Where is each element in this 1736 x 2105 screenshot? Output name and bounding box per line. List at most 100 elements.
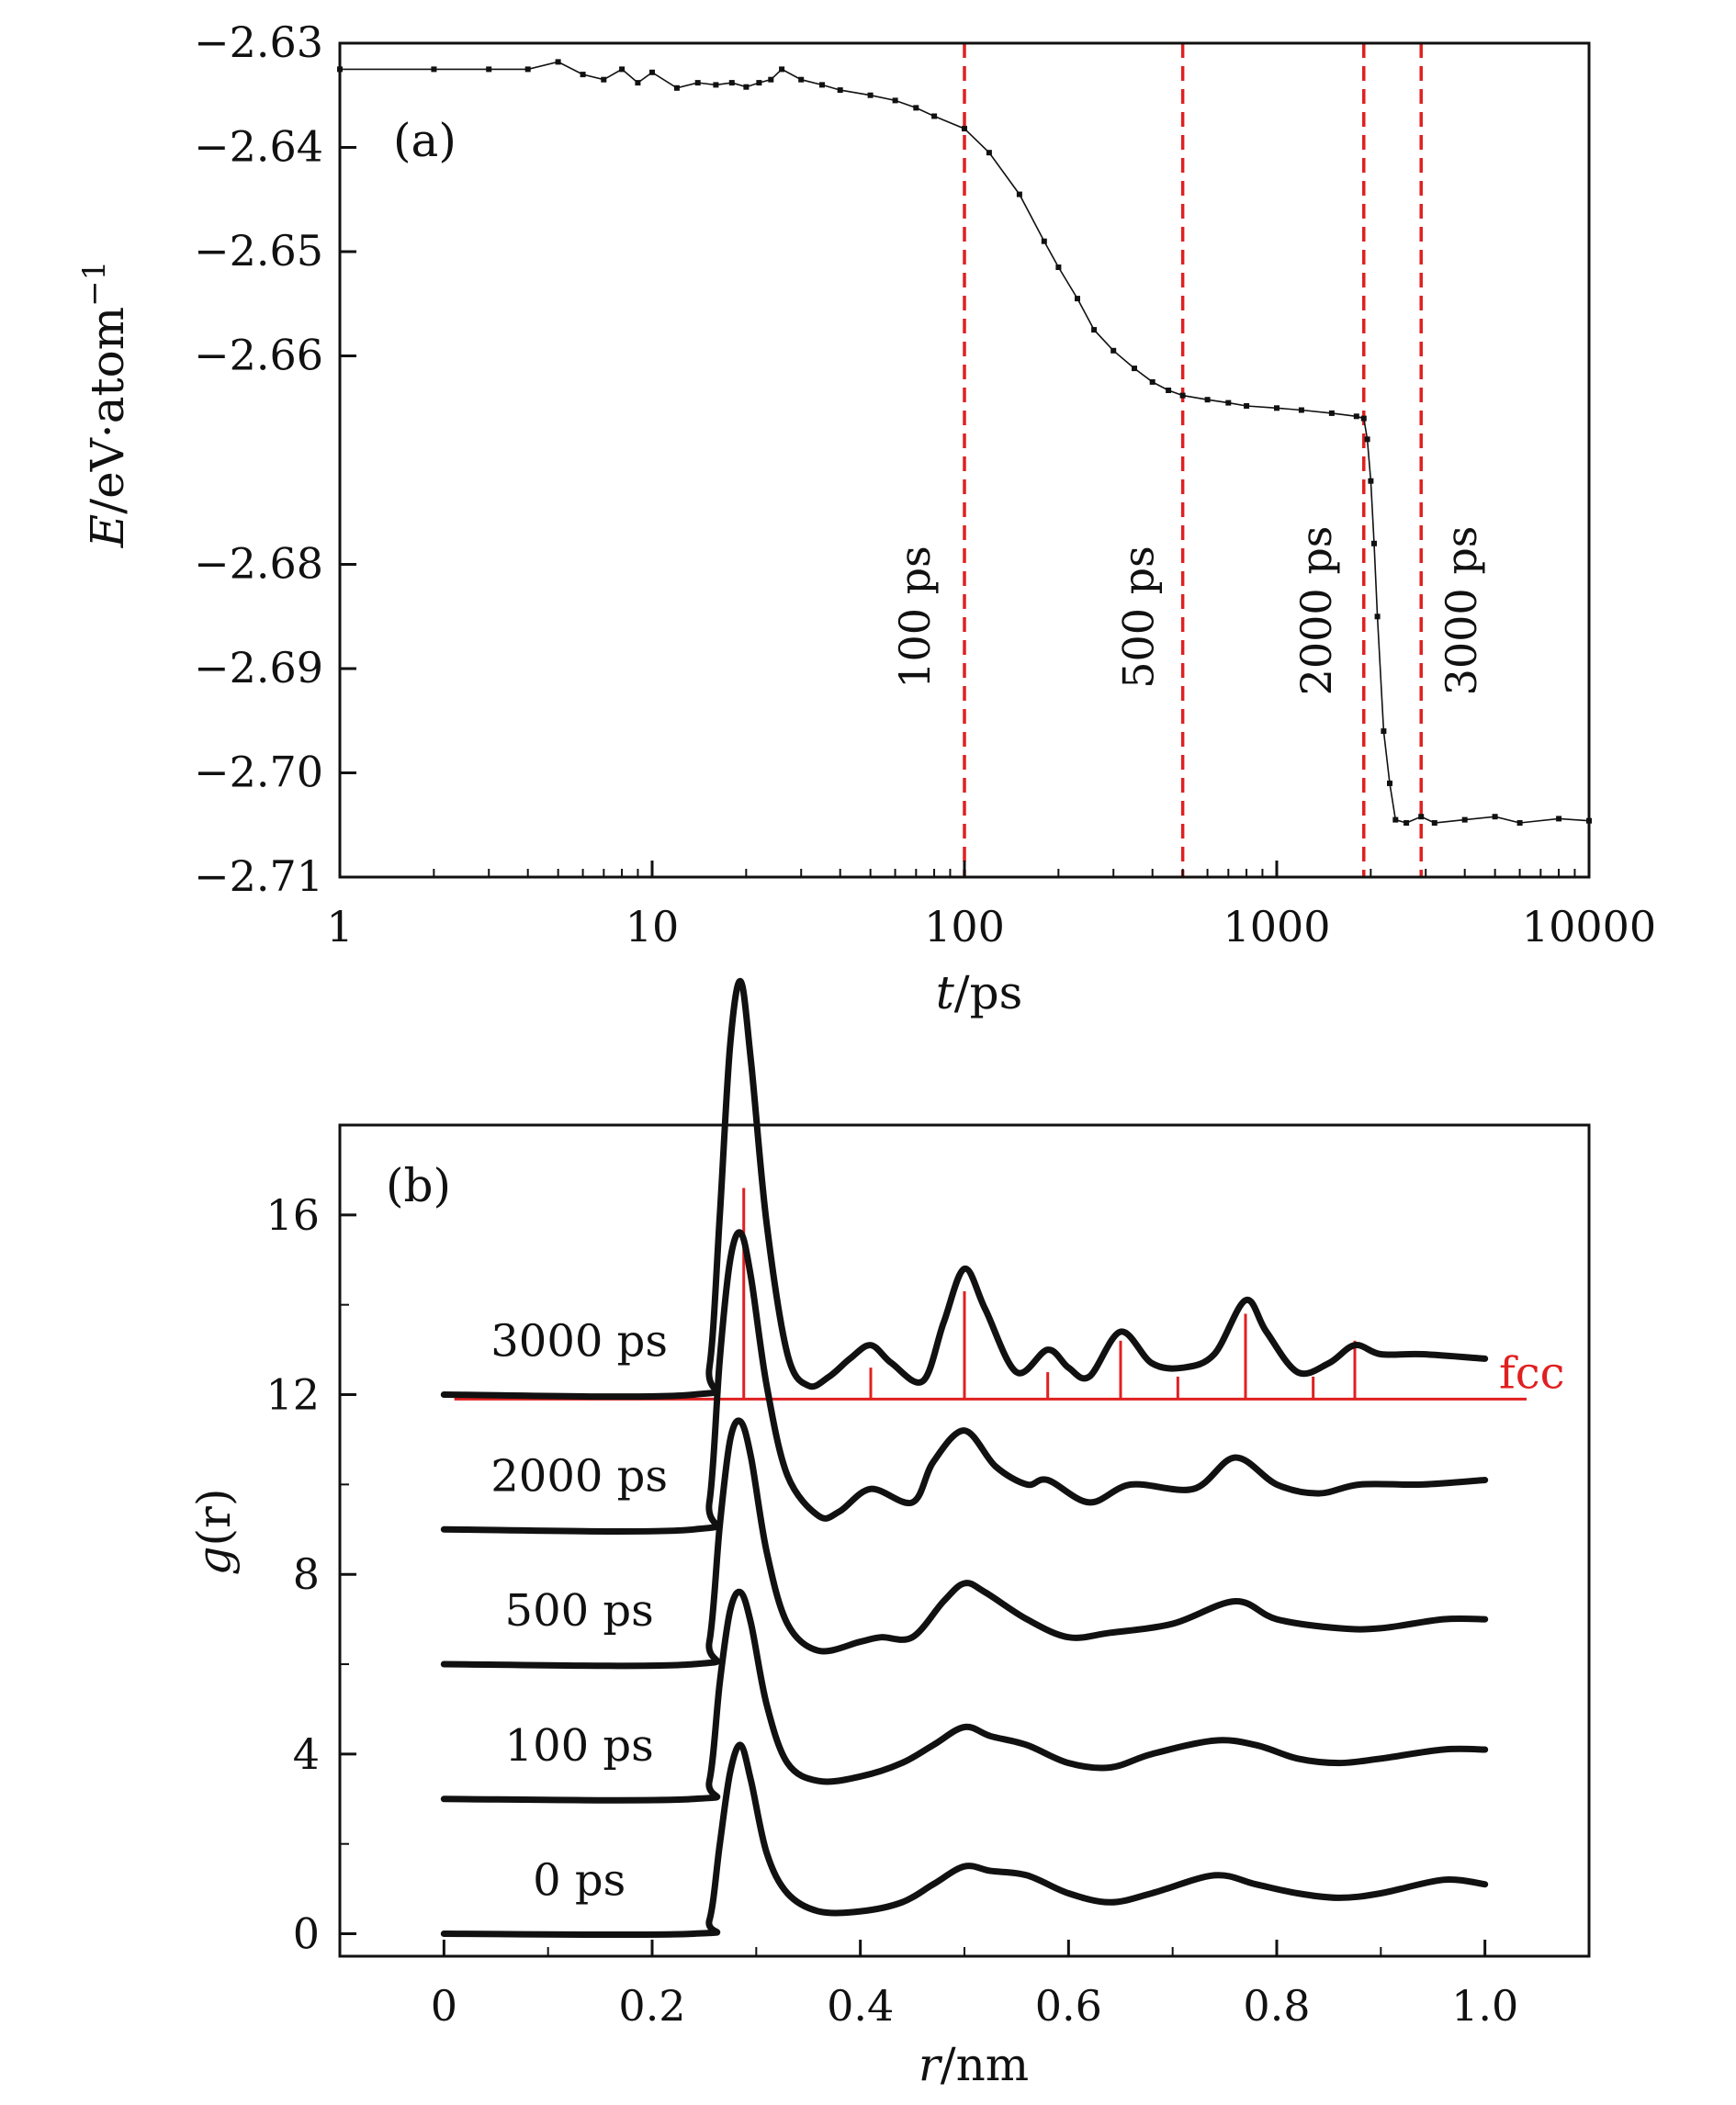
y-tick-label: 16 [265,1190,320,1240]
y-axis-var: g [187,1546,241,1575]
energy-data-point [1091,327,1098,333]
energy-data-point [713,82,719,88]
energy-data-point [486,66,492,73]
energy-data-point [673,84,680,91]
energy-data-point [1492,814,1498,820]
x-axis-var: r [919,2038,943,2091]
x-axis-unit: /nm [941,2038,1029,2091]
energy-data-point [1360,415,1367,422]
energy-data-point [798,76,805,83]
energy-data-point [1556,816,1562,822]
energy-data-point [1374,613,1381,620]
gr-curves [440,977,1489,1939]
panel-label: (b) [386,1159,451,1212]
gr-curve [440,1741,1489,1939]
energy-data-point [1403,820,1410,826]
energy-data-point [1392,816,1399,823]
energy-data-point [1016,191,1022,197]
y-tick-label: −2.66 [194,331,323,380]
energy-data-point [1461,816,1468,823]
energy-data-point [1132,366,1137,372]
x-tick-label: 0.2 [618,1981,685,2031]
y-axis-ticks: −2.63 −2.64 −2.65 −2.66 −2.68 −2.69 −2.70 −2.71 [194,17,356,901]
x-tick-label: 0.6 [1035,1981,1102,2031]
y-tick-label: −2.64 [194,122,323,172]
gr-curve [440,1588,1489,1804]
y-axis-title: g(r) [187,1489,241,1576]
y-tick-label: 12 [265,1370,320,1420]
plot-frame [338,1123,1591,1958]
energy-data-point [867,92,874,98]
gr-curve-label: 2000 ps [490,1450,668,1502]
gr-curve [440,977,1489,1401]
energy-data-point [1387,780,1392,786]
y-tick-label: −2.65 [194,226,323,276]
energy-data-point [1371,540,1377,546]
y-axis-unit: /eV·atom [81,307,134,514]
gr-curve-label: 0 ps [533,1855,626,1907]
energy-data-point [1110,347,1117,354]
gr-curve-label: 100 ps [505,1720,654,1772]
energy-data-point [962,126,967,132]
energy-data-point [1418,814,1425,820]
energy-data-point [1075,296,1080,302]
y-tick-label: −2.68 [194,539,323,589]
vertical-line-label: 3000 ps [1437,526,1486,696]
x-tick-label: 10000 [1522,902,1656,951]
energy-data-point [756,80,762,86]
energy-data-point [728,80,735,86]
x-axis-var: t [936,966,955,1019]
y-axis-ticks: 0 4 8 12 16 [265,1124,356,1959]
energy-data-point [1364,436,1370,443]
energy-data-point [837,87,843,94]
y-tick-label: 8 [293,1549,320,1599]
y-axis-superscript: −1 [76,261,113,307]
x-tick-label: 0.4 [827,1981,894,2031]
x-tick-label: 1.0 [1451,1981,1518,2031]
x-tick-label: 10 [626,902,680,951]
energy-data-point [1244,403,1250,409]
energy-data-point [768,76,774,83]
panel-label: (a) [393,114,457,167]
y-tick-label: 4 [293,1729,320,1779]
energy-data-point [1041,238,1047,244]
y-tick-label: −2.69 [194,643,323,692]
x-axis-title: r/nm [919,2038,1029,2091]
energy-data-point [931,113,938,119]
energy-data-point [1225,400,1232,406]
fcc-label: fcc [1499,1347,1565,1399]
energy-data-point [1166,388,1172,393]
energy-data-point [1055,265,1062,270]
energy-data-point [1328,410,1335,416]
vertical-line-label: 100 ps [890,546,940,688]
energy-data-point [1274,405,1279,411]
y-tick-label: −2.63 [194,17,323,67]
energy-data-point [986,150,992,156]
y-axis-var: E [81,514,134,549]
energy-data-point [619,66,626,73]
x-tick-label: 100 [924,902,1005,951]
energy-data-point [819,82,825,88]
energy-data-point [743,84,750,90]
x-axis-ticks: 1 10 100 1000 10000 [326,861,1656,951]
gr-curve-label: 3000 ps [490,1316,668,1368]
x-axis-unit: /ps [954,966,1023,1019]
energy-data-point [913,105,919,111]
gr-curve [440,1229,1489,1535]
energy-data-point [580,72,586,78]
vertical-line-label: 2000 ps [1291,526,1341,696]
energy-data-point [1353,413,1359,420]
y-tick-label: −2.71 [194,851,323,901]
energy-data-point [694,80,701,86]
energy-data-point [555,59,561,65]
panel-a-energy-chart: 100 ps 500 ps 2000 ps 3000 ps 1 10 100 1000 100… [76,17,1656,1019]
x-axis-ticks: 0 0.2 0.4 0.6 0.8 1.0 [339,1940,1590,2031]
x-tick-label: 1000 [1223,902,1330,951]
gr-curve-label: 500 ps [505,1585,654,1637]
energy-series-line [340,61,1590,824]
energy-data-point [1431,820,1437,826]
energy-data-point [649,69,655,75]
energy-data-point [431,66,437,73]
